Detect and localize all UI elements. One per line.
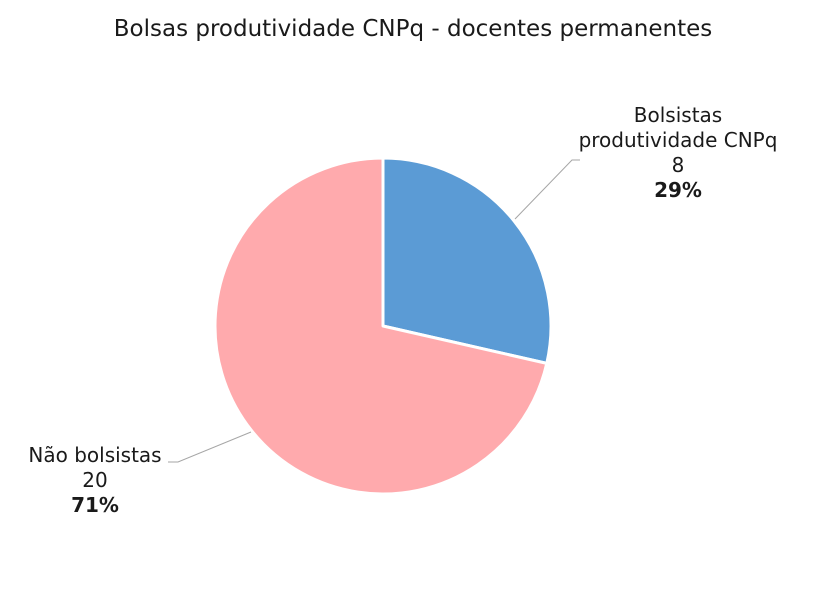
pie-slice-bolsistas [381,156,553,365]
slice-percent-bolsistas: 29% [654,178,702,202]
slice-name-nao-bolsistas: Não bolsistas [28,443,162,467]
leader-line-bolsistas [514,159,580,220]
chart-title: Bolsas produtividade CNPq - docentes per… [113,16,713,42]
slice-label-nao-bolsistas: Não bolsistas 20 71% [10,443,180,518]
slice-value-nao-bolsistas: 20 [82,468,108,492]
leader-line-nao-bolsistas [168,431,252,463]
slice-label-bolsistas: Bolsistas produtividade CNPq 8 29% [578,103,778,203]
pie-slice-nao-bolsistas [213,156,549,496]
slice-percent-nao-bolsistas: 71% [71,493,119,517]
slice-name-bolsistas: Bolsistas produtividade CNPq [578,103,778,152]
leader-lines [168,159,580,463]
slice-value-bolsistas: 8 [671,153,685,177]
pie-slices [213,156,553,496]
